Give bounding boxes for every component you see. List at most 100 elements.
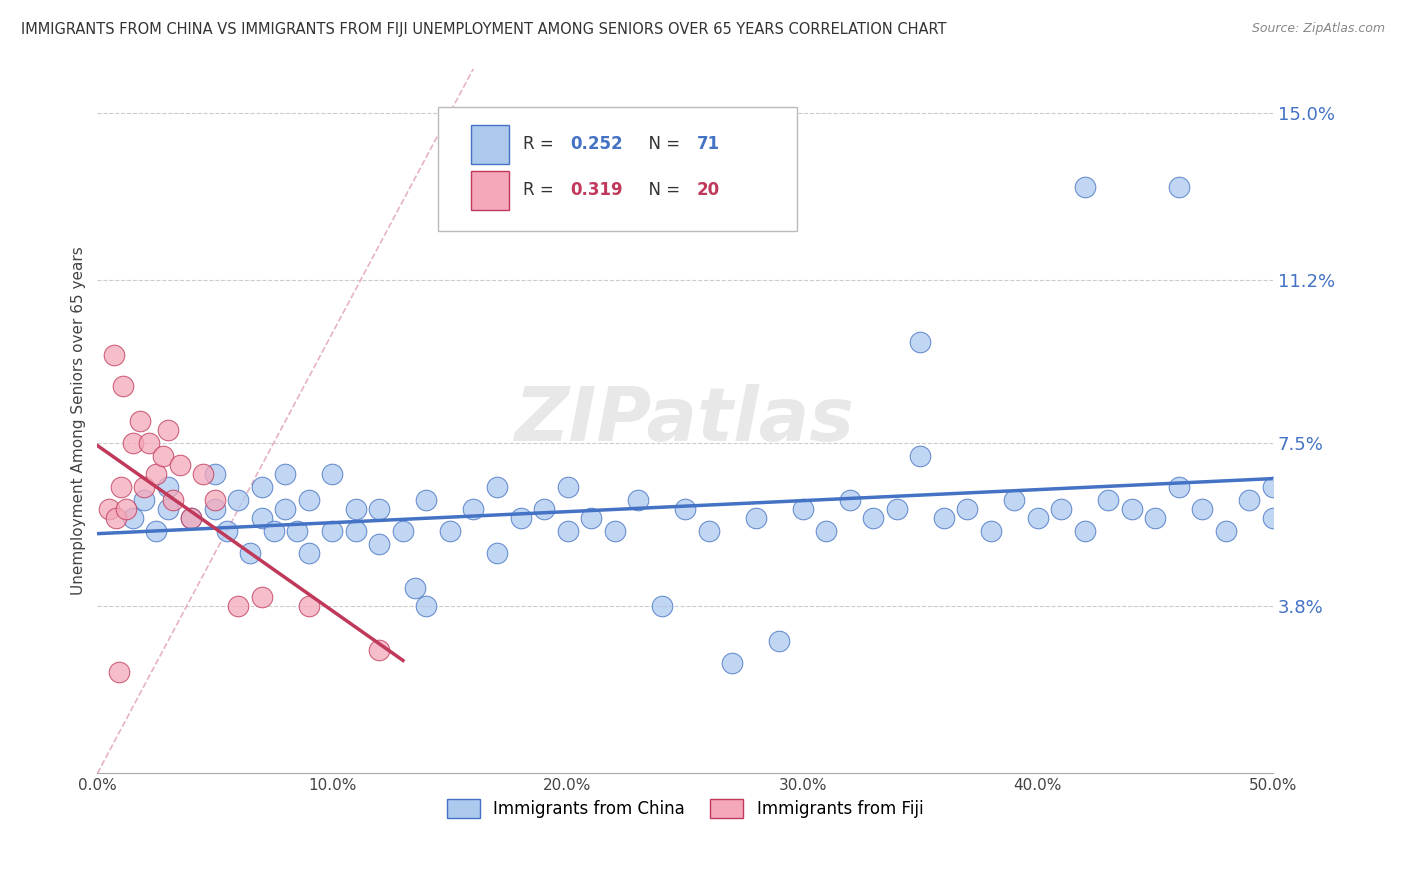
Point [285, 524, 308, 538]
Point [1050, 502, 1073, 516]
Point [1261, 511, 1284, 525]
Text: N =: N = [638, 181, 685, 199]
Point [121, 511, 143, 525]
Text: Source: ZipAtlas.com: Source: ZipAtlas.com [1251, 22, 1385, 36]
Point [792, 502, 814, 516]
Point [263, 524, 285, 538]
Point [169, 458, 191, 472]
Point [228, 599, 250, 613]
Point [721, 657, 744, 671]
FancyBboxPatch shape [471, 170, 509, 210]
Point [321, 524, 343, 538]
Point [274, 502, 297, 516]
Point [114, 502, 136, 516]
Point [239, 546, 262, 560]
Text: 20: 20 [697, 181, 720, 199]
Point [156, 502, 179, 516]
Point [908, 334, 931, 349]
Point [368, 537, 391, 551]
Point [250, 591, 273, 605]
Point [862, 511, 884, 525]
Point [886, 502, 908, 516]
Point [121, 436, 143, 450]
Point [110, 480, 132, 494]
Point [815, 524, 838, 538]
Point [697, 524, 720, 538]
Point [138, 436, 160, 450]
Point [533, 502, 555, 516]
Point [1261, 480, 1284, 494]
Point [298, 599, 321, 613]
Point [156, 423, 179, 437]
Point [228, 493, 250, 508]
Point [298, 546, 321, 560]
FancyBboxPatch shape [439, 107, 797, 231]
FancyBboxPatch shape [471, 125, 509, 164]
Point [180, 511, 202, 525]
Point [250, 511, 273, 525]
Point [415, 599, 437, 613]
Point [180, 511, 202, 525]
Point [156, 480, 179, 494]
Text: ZIPatlas: ZIPatlas [515, 384, 855, 458]
Point [579, 511, 602, 525]
Point [463, 502, 485, 516]
Point [392, 524, 415, 538]
Point [1073, 180, 1095, 194]
Point [557, 480, 579, 494]
Text: 0.252: 0.252 [569, 136, 623, 153]
Point [627, 493, 650, 508]
Point [1167, 480, 1189, 494]
Point [1144, 511, 1167, 525]
Point [152, 449, 174, 463]
Point [191, 467, 214, 481]
Point [274, 467, 297, 481]
Point [128, 414, 150, 428]
Point [107, 665, 129, 679]
Point [145, 467, 167, 481]
Point [105, 511, 128, 525]
Point [908, 449, 931, 463]
Point [980, 524, 1002, 538]
Point [485, 546, 508, 560]
Point [415, 493, 437, 508]
Text: IMMIGRANTS FROM CHINA VS IMMIGRANTS FROM FIJI UNEMPLOYMENT AMONG SENIORS OVER 65: IMMIGRANTS FROM CHINA VS IMMIGRANTS FROM… [21, 22, 946, 37]
Point [1026, 511, 1049, 525]
Point [768, 634, 790, 648]
Point [932, 511, 955, 525]
Point [1191, 502, 1213, 516]
Text: 71: 71 [697, 136, 720, 153]
Point [215, 524, 238, 538]
Point [651, 599, 673, 613]
Y-axis label: Unemployment Among Seniors over 65 years: Unemployment Among Seniors over 65 years [72, 246, 86, 595]
Point [838, 493, 860, 508]
Point [673, 502, 696, 516]
Point [1167, 180, 1189, 194]
Point [956, 502, 979, 516]
Point [1002, 493, 1025, 508]
Point [439, 524, 461, 538]
Text: R =: R = [523, 136, 558, 153]
Point [298, 493, 321, 508]
Point [1073, 524, 1095, 538]
Point [344, 502, 367, 516]
Point [1097, 493, 1119, 508]
Point [485, 480, 508, 494]
Text: R =: R = [523, 181, 558, 199]
Point [368, 502, 391, 516]
Point [204, 502, 226, 516]
Point [1215, 524, 1237, 538]
Point [1121, 502, 1143, 516]
Point [98, 502, 121, 516]
Point [112, 378, 135, 392]
Text: N =: N = [638, 136, 685, 153]
Point [509, 511, 531, 525]
Point [204, 467, 226, 481]
Point [250, 480, 273, 494]
Point [1239, 493, 1261, 508]
Point [368, 643, 391, 657]
Point [404, 582, 426, 596]
Point [134, 493, 156, 508]
Legend: Immigrants from China, Immigrants from Fiji: Immigrants from China, Immigrants from F… [440, 792, 931, 825]
Point [103, 348, 125, 362]
